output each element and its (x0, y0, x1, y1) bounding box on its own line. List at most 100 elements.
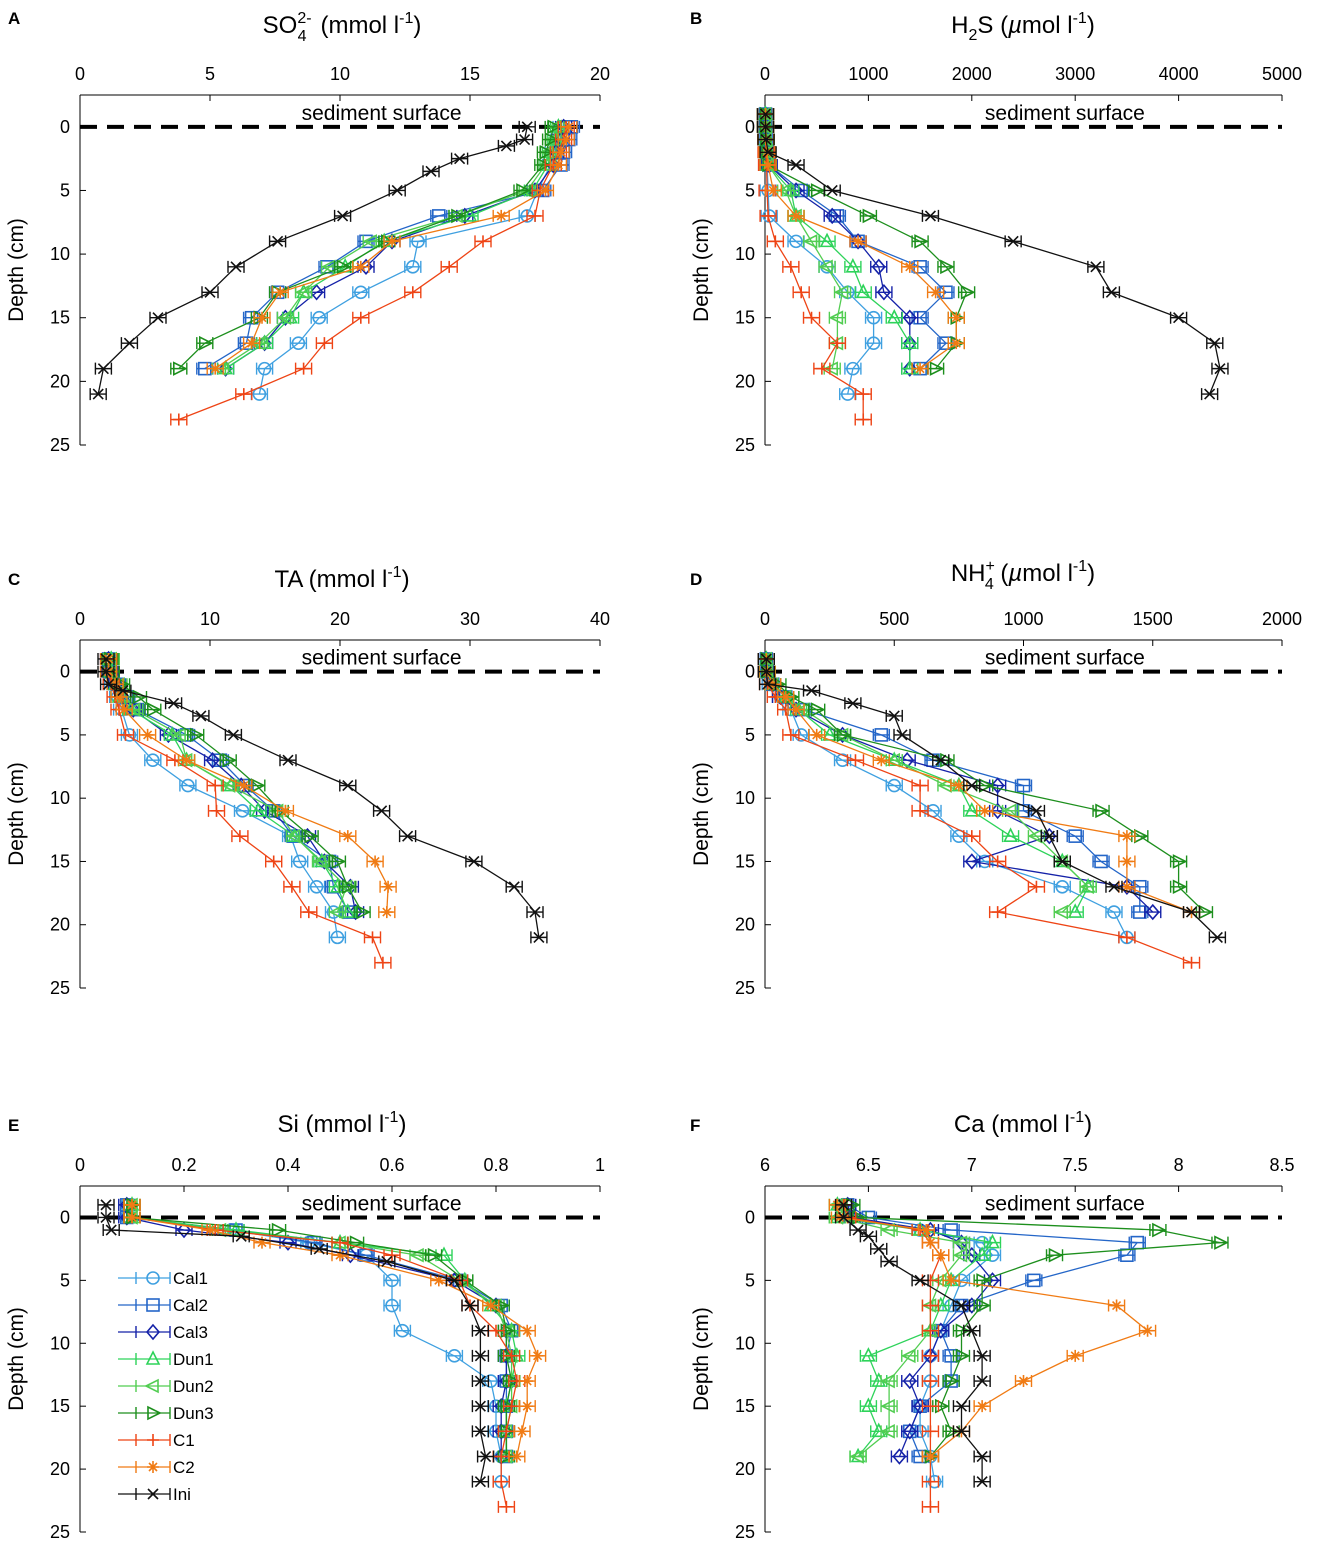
data-point (118, 703, 131, 716)
data-point (358, 258, 374, 276)
panel-c-title: TA (mmol l-1) (274, 564, 409, 593)
data-point (510, 1450, 523, 1463)
data-point (838, 1211, 850, 1224)
data-point (1067, 903, 1083, 918)
data-point (976, 1350, 988, 1362)
data-point (334, 1236, 346, 1249)
data-point (173, 361, 188, 376)
data-point (237, 388, 250, 401)
data-point (929, 286, 942, 299)
data-point (505, 1400, 518, 1413)
y-tick-label: 0 (60, 117, 70, 137)
data-point (818, 259, 833, 275)
legend-label: Dun1 (173, 1350, 214, 1369)
series-line (764, 114, 1221, 395)
y-tick-label: 10 (735, 244, 755, 264)
data-point (312, 310, 327, 325)
data-point (336, 259, 352, 275)
data-point (257, 361, 272, 376)
data-point (105, 1224, 117, 1236)
data-point (451, 208, 466, 224)
y-tick-label: 5 (745, 180, 755, 200)
data-point (857, 388, 870, 401)
data-point (230, 261, 242, 273)
data-point (1048, 1247, 1064, 1263)
error-bar (844, 260, 862, 273)
data-point (227, 729, 239, 741)
y-tick-label: 25 (50, 435, 70, 455)
data-point (924, 1475, 937, 1488)
x-tick-label: 1000 (1003, 609, 1043, 629)
data-point (544, 132, 560, 147)
error-bar (973, 1249, 991, 1262)
panel-f-title: Ca (mmol l-1) (954, 1109, 1092, 1138)
data-point (883, 1255, 895, 1268)
data-point (789, 234, 803, 249)
data-point (516, 1425, 528, 1438)
panel-letter-c: C (8, 570, 20, 589)
x-tick-label: 0.8 (483, 1155, 508, 1175)
data-point (950, 337, 963, 350)
data-point (875, 754, 888, 767)
data-point (862, 208, 878, 224)
data-point (117, 685, 129, 697)
data-point (851, 233, 866, 250)
data-point (432, 1274, 445, 1287)
data-point (521, 121, 533, 133)
legend-item-dun1: Dun1 (118, 1350, 214, 1369)
data-point (849, 1449, 864, 1464)
data-point (276, 310, 292, 326)
x-tick-label: 0.6 (379, 1155, 404, 1175)
x-tick-label: 2000 (1262, 609, 1302, 629)
legend-item-dun2: Dun2 (118, 1377, 214, 1396)
data-point (914, 804, 927, 817)
y-tick-label: 15 (735, 308, 755, 328)
data-point (309, 284, 324, 301)
data-point (805, 685, 818, 697)
data-point (762, 678, 774, 690)
data-point (349, 1235, 365, 1250)
data-point (291, 336, 306, 350)
data-point (141, 728, 154, 741)
data-point (900, 1348, 916, 1364)
legend-item-dun3: Dun3 (118, 1404, 214, 1423)
data-point (500, 1348, 516, 1364)
data-point (887, 778, 902, 793)
data-point (250, 335, 266, 351)
data-point (180, 754, 193, 767)
data-point (914, 779, 927, 792)
data-point (1017, 1375, 1030, 1388)
data-point (871, 258, 886, 276)
sediment-surface-label: sediment surface (985, 1192, 1145, 1215)
data-point (385, 1273, 399, 1288)
data-point (976, 1400, 989, 1413)
data-point (802, 234, 818, 249)
legend-error-bar (135, 1380, 171, 1392)
data-point (385, 1298, 399, 1313)
series-line (178, 126, 567, 421)
x-tick-label: 8.5 (1269, 1155, 1294, 1175)
data-point (313, 1243, 325, 1255)
panel-letter-e: E (8, 1116, 19, 1135)
data-point (474, 1400, 486, 1412)
data-point (833, 284, 849, 300)
data-point (874, 728, 889, 742)
data-point (297, 362, 310, 375)
data-point (402, 830, 414, 842)
panel-d: 0 500 1000 1500 2000 0 5 10 15 20 25 Depth (cm) sedi… (690, 609, 1302, 998)
data-point (1056, 855, 1068, 868)
data-point (123, 337, 135, 349)
y-tick-label: 10 (735, 788, 755, 808)
error-bar (859, 1349, 878, 1362)
data-point (328, 904, 344, 920)
y-tick-label: 10 (50, 1333, 70, 1353)
legend-error-bar (135, 1272, 171, 1284)
data-point (210, 804, 223, 817)
sediment-surface-label: sediment surface (985, 647, 1145, 670)
series-c1 (757, 652, 1201, 969)
panel-f: 6 6.5 7 7.5 8 8.5 0 5 10 15 20 25 Depth (cm) sediment… (690, 1155, 1295, 1542)
data-point (929, 361, 945, 376)
data-point (1185, 906, 1198, 918)
panel-a: 0 5 10 15 20 0 5 10 15 20 25 Depth (cm) sediment sur… (5, 64, 610, 455)
data-point (152, 312, 164, 324)
